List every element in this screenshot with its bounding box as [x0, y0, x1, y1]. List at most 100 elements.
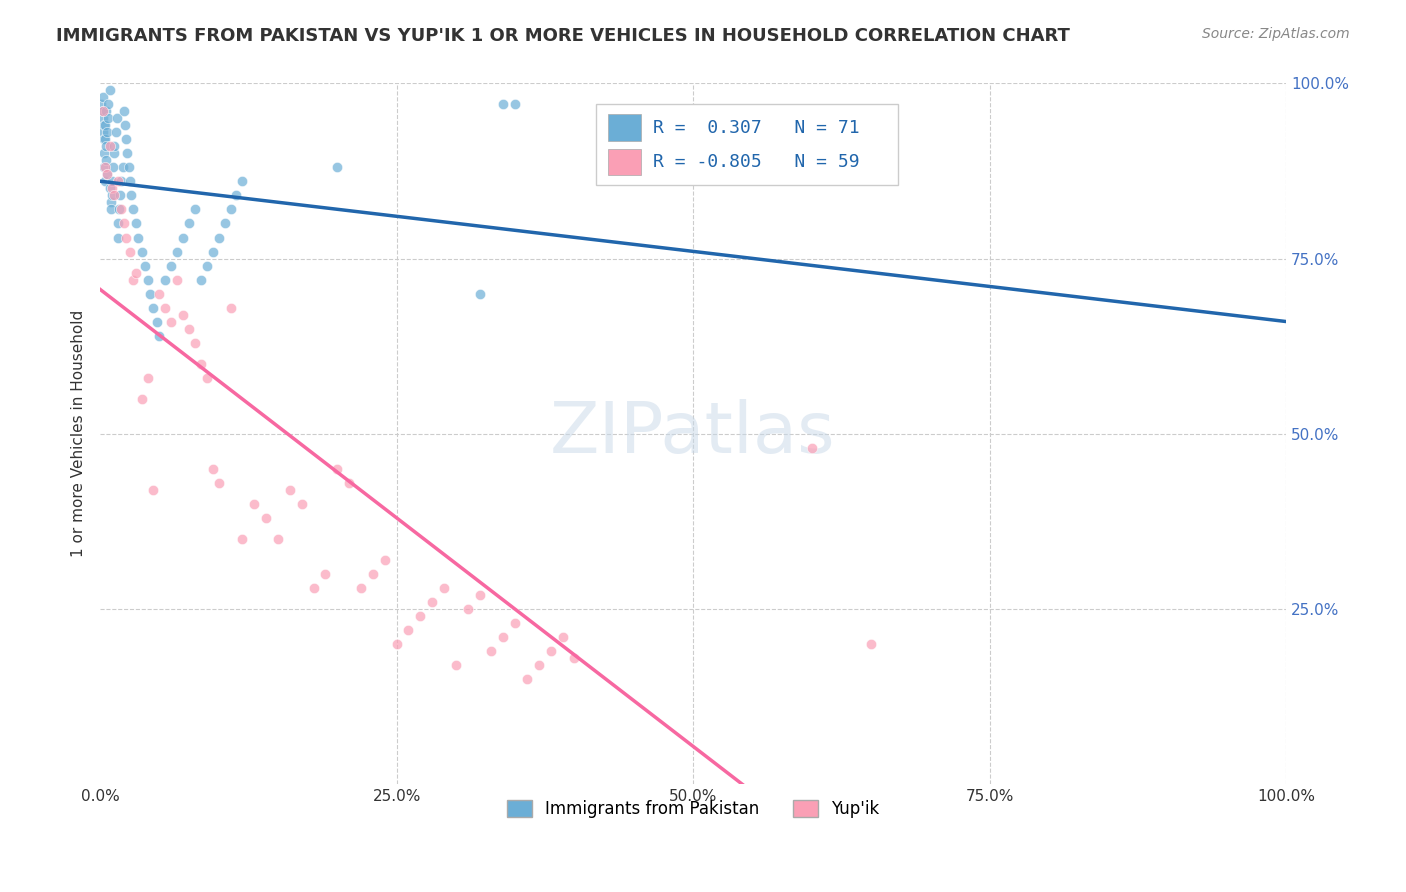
Point — [131, 392, 153, 406]
Point — [291, 497, 314, 511]
Point — [91, 104, 114, 119]
Point — [146, 314, 169, 328]
Point — [111, 161, 134, 175]
Point — [190, 357, 212, 371]
Point — [107, 230, 129, 244]
Point — [374, 552, 396, 566]
Point — [94, 161, 117, 175]
Point — [155, 301, 177, 315]
Point — [166, 244, 188, 259]
Point — [91, 112, 114, 126]
Point — [201, 244, 224, 259]
Point — [172, 230, 194, 244]
Point — [361, 566, 384, 581]
Point — [97, 97, 120, 112]
Point — [214, 217, 236, 231]
Point — [118, 244, 141, 259]
Point — [481, 643, 503, 657]
Point — [190, 272, 212, 286]
Point — [314, 566, 336, 581]
Point — [420, 595, 443, 609]
Point — [93, 132, 115, 146]
Point — [278, 483, 301, 497]
Point — [231, 532, 253, 546]
Point — [91, 104, 114, 119]
Point — [110, 202, 132, 217]
Point — [98, 181, 121, 195]
Point — [120, 188, 142, 202]
Point — [219, 301, 242, 315]
Point — [184, 335, 207, 350]
Point — [117, 146, 139, 161]
Point — [122, 202, 145, 217]
Point — [90, 97, 112, 112]
Point — [93, 146, 115, 161]
Point — [172, 308, 194, 322]
Point — [112, 217, 135, 231]
Y-axis label: 1 or more Vehicles in Household: 1 or more Vehicles in Household — [72, 310, 86, 558]
Point — [433, 581, 456, 595]
Point — [100, 202, 122, 217]
Point — [93, 119, 115, 133]
Point — [98, 83, 121, 97]
Point — [96, 168, 118, 182]
Point — [103, 139, 125, 153]
Point — [110, 188, 132, 202]
Point — [527, 657, 550, 672]
Point — [94, 132, 117, 146]
Point — [94, 104, 117, 119]
Point — [326, 461, 349, 475]
Point — [101, 161, 124, 175]
Point — [91, 125, 114, 139]
Point — [91, 90, 114, 104]
Point — [302, 581, 325, 595]
Point — [94, 119, 117, 133]
Point — [134, 259, 156, 273]
Point — [142, 301, 165, 315]
Point — [93, 161, 115, 175]
Point — [503, 97, 526, 112]
Point — [160, 259, 183, 273]
Point — [131, 244, 153, 259]
Point — [208, 230, 231, 244]
Point — [115, 230, 138, 244]
Point — [155, 272, 177, 286]
Point — [117, 161, 139, 175]
Point — [540, 643, 562, 657]
Point — [166, 272, 188, 286]
Point — [254, 510, 277, 524]
Point — [96, 168, 118, 182]
Point — [148, 328, 170, 343]
Point — [492, 630, 515, 644]
Point — [101, 188, 124, 202]
Text: IMMIGRANTS FROM PAKISTAN VS YUP'IK 1 OR MORE VEHICLES IN HOUSEHOLD CORRELATION C: IMMIGRANTS FROM PAKISTAN VS YUP'IK 1 OR … — [56, 27, 1070, 45]
Point — [243, 497, 266, 511]
Point — [98, 139, 121, 153]
Text: Source: ZipAtlas.com: Source: ZipAtlas.com — [1202, 27, 1350, 41]
Point — [409, 608, 432, 623]
Point — [398, 623, 420, 637]
Point — [122, 272, 145, 286]
Point — [516, 672, 538, 686]
Point — [107, 217, 129, 231]
Point — [104, 125, 127, 139]
Point — [125, 217, 148, 231]
FancyBboxPatch shape — [607, 149, 641, 175]
Point — [503, 615, 526, 630]
Point — [101, 181, 124, 195]
Point — [100, 195, 122, 210]
Point — [231, 174, 253, 188]
Point — [219, 202, 242, 217]
Point — [326, 161, 349, 175]
Text: R =  0.307   N = 71: R = 0.307 N = 71 — [652, 119, 859, 136]
Point — [118, 174, 141, 188]
Point — [468, 588, 491, 602]
Point — [492, 97, 515, 112]
Point — [94, 174, 117, 188]
Text: R = -0.805   N = 59: R = -0.805 N = 59 — [652, 153, 859, 171]
Point — [551, 630, 574, 644]
Point — [114, 119, 136, 133]
Text: ZIPatlas: ZIPatlas — [550, 399, 835, 468]
Point — [195, 370, 218, 384]
Point — [136, 272, 159, 286]
